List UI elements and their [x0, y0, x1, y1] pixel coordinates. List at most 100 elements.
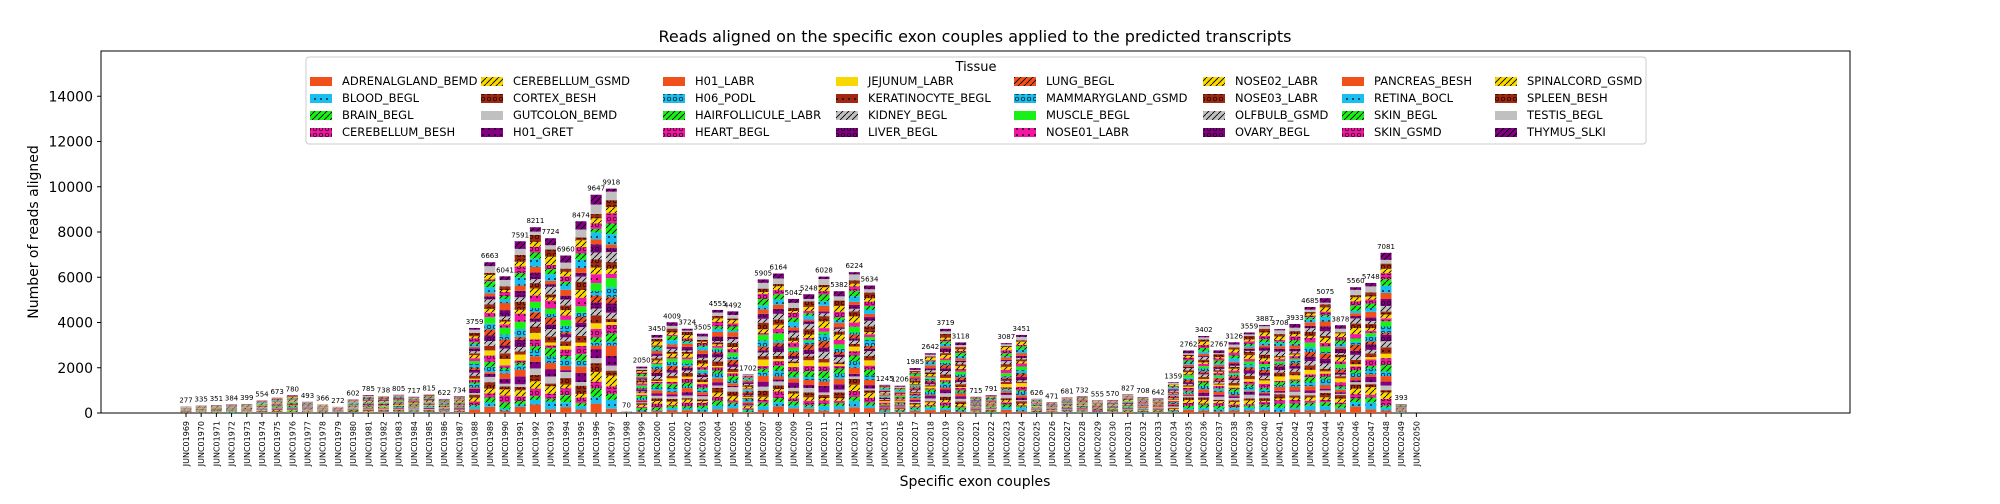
bar-segment — [1320, 377, 1331, 379]
bar-segment — [955, 353, 966, 356]
bar-segment — [454, 408, 465, 409]
bar-segment — [636, 373, 647, 375]
bar-segment — [834, 335, 845, 340]
bar-segment — [560, 366, 571, 370]
x-tick-label: JUNC02048 — [1382, 421, 1391, 467]
bar-segment — [515, 407, 526, 413]
bar-segment — [1381, 253, 1392, 260]
bar-segment — [606, 245, 617, 248]
bar-segment — [1198, 342, 1209, 345]
bar-segment — [803, 324, 814, 329]
bar-segment — [302, 411, 313, 412]
x-tick-label: JUNC01996 — [592, 421, 601, 467]
bar-segment — [712, 405, 723, 409]
bar-segment — [758, 403, 769, 406]
bar-segment — [287, 408, 298, 409]
bar-segment — [1137, 397, 1148, 398]
bar-segment — [393, 402, 404, 403]
bar-segment — [1183, 374, 1194, 375]
bar-total-label: 815 — [422, 385, 435, 393]
bar-stack — [545, 238, 556, 413]
legend-swatch — [836, 111, 858, 120]
bar-segment — [1350, 370, 1361, 373]
bar-segment — [1335, 409, 1346, 413]
bar-segment — [1198, 408, 1209, 411]
bar-segment — [1016, 383, 1027, 387]
bar-segment — [773, 376, 784, 379]
bar-segment — [560, 272, 571, 277]
bar-segment — [606, 371, 617, 376]
bar-segment — [1335, 387, 1346, 389]
bar-segment — [697, 367, 708, 370]
bar-segment — [545, 284, 556, 287]
bar-segment — [1365, 286, 1376, 292]
bar-total-label: 493 — [301, 392, 314, 400]
bar-segment — [1168, 389, 1179, 390]
bar-segment — [1092, 401, 1103, 402]
bar-segment — [651, 354, 662, 356]
bar-segment — [408, 405, 419, 406]
bar-segment — [1031, 412, 1042, 413]
bar-segment — [834, 409, 845, 413]
bar-segment — [1062, 407, 1073, 408]
bar-segment — [469, 361, 480, 364]
bar-segment — [970, 406, 981, 407]
bar-segment — [1320, 363, 1331, 368]
bar-segment — [1168, 403, 1179, 404]
bar-segment — [484, 279, 495, 281]
bar-segment — [575, 409, 586, 413]
bar-segment — [743, 376, 754, 377]
bar-segment — [803, 329, 814, 334]
bar-segment — [1365, 374, 1376, 377]
bar-segment — [591, 363, 602, 372]
bar-segment — [1289, 360, 1300, 363]
bar-segment — [758, 352, 769, 356]
bar-segment — [1092, 409, 1103, 410]
bar-segment — [1077, 403, 1088, 404]
bar-segment — [575, 260, 586, 268]
bar-segment — [879, 396, 890, 397]
bar-segment — [1381, 279, 1392, 286]
x-tick-label: JUNC02016 — [896, 421, 905, 467]
legend-swatch — [1014, 128, 1036, 137]
bar-segment — [879, 401, 890, 402]
bar-segment — [849, 397, 860, 401]
bar-segment — [834, 296, 845, 300]
legend: Tissue ADRENALGLAND_BEMDBLOOD_BEGLBRAIN_… — [306, 57, 1646, 144]
bar-segment — [1305, 352, 1316, 357]
bar-segment — [515, 387, 526, 390]
bar-segment — [1229, 358, 1240, 361]
bar-segment — [925, 353, 936, 354]
bar-segment — [636, 398, 647, 400]
bar-segment — [408, 409, 419, 410]
bar-segment — [1244, 370, 1255, 373]
bar-segment — [651, 382, 662, 384]
bar-segment — [1198, 364, 1209, 366]
bar-segment — [1335, 353, 1346, 355]
bar-segment — [560, 388, 571, 395]
bar-segment — [591, 223, 602, 229]
bar-segment — [1062, 411, 1073, 412]
bar-segment — [499, 286, 510, 290]
bar-segment — [925, 408, 936, 410]
bar-segment — [272, 403, 283, 404]
bar-segment — [530, 288, 541, 295]
bar-segment — [788, 313, 799, 318]
bar-segment — [864, 405, 875, 408]
bar-segment — [1365, 331, 1376, 333]
bar-segment — [834, 403, 845, 406]
bar-segment — [454, 409, 465, 410]
bar-segment — [1122, 396, 1133, 397]
bar-segment — [818, 348, 829, 352]
bar-segment — [879, 408, 890, 409]
x-tick-label: JUNC01992 — [531, 421, 540, 467]
bar-segment — [1365, 300, 1376, 304]
bar-segment — [849, 302, 860, 305]
bar-segment — [727, 369, 738, 372]
bar-segment — [530, 400, 541, 405]
bar-segment — [1213, 358, 1224, 360]
bar-segment — [1259, 407, 1270, 410]
bar-segment — [1229, 383, 1240, 386]
bar-segment — [1229, 408, 1240, 410]
bar-segment — [712, 382, 723, 385]
